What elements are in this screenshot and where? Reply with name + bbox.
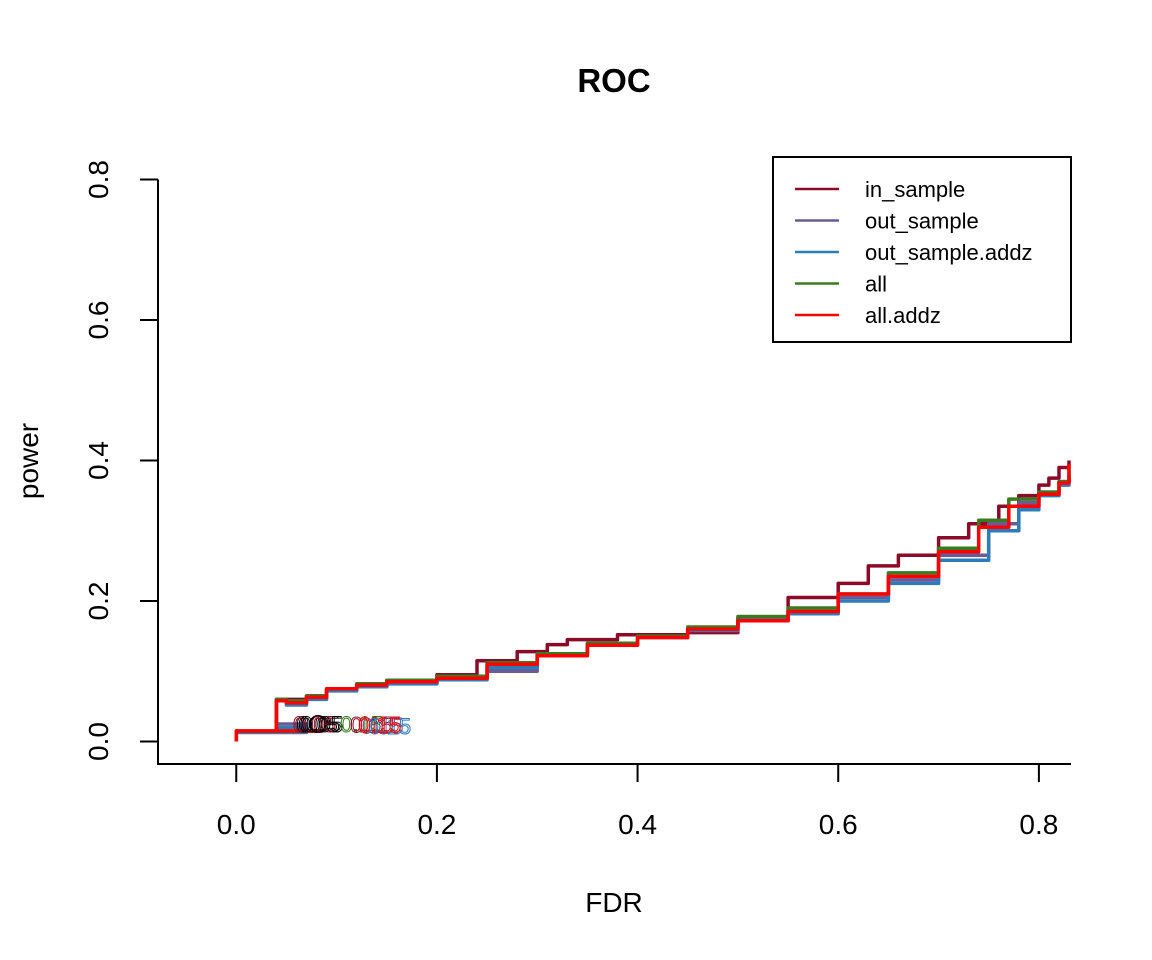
x-tick-label: 0.2 [417,809,456,840]
y-tick-label: 0.4 [83,441,114,480]
legend-entry-label: all.addz [865,303,941,328]
threshold-label: 0.15 [340,712,383,737]
x-tick-label: 0.6 [819,809,858,840]
x-axis-title: FDR [585,887,643,918]
series-line-out-sample [234,474,1071,742]
y-tick-label: 0.2 [83,582,114,621]
series-line-in-sample [234,460,1071,742]
series-line-all [234,467,1071,742]
x-tick-label: 0.0 [217,809,256,840]
y-tick-label: 0.0 [83,722,114,761]
series-line-out-sample-addz [234,474,1071,742]
axes: 0.0 0.2 0.4 0.6 0.8 0.0 0.2 0.4 0.6 0.8 [83,160,1071,840]
x-tick-label: 0.4 [618,809,657,840]
y-axis-title: power [13,423,44,499]
legend-entry-label: out_sample.addz [865,240,1033,265]
threshold-label: 0.05 [293,712,336,737]
threshold-label: 0.15 [368,714,411,739]
legend-entry-label: all [865,272,887,297]
x-tick-label: 0.8 [1019,809,1058,840]
threshold-marker [309,714,328,733]
legend-entry-label: in_sample [865,177,965,202]
legend-entry-label: out_sample [865,209,979,234]
series-group [234,460,1071,742]
threshold-label: 0.15 [360,713,403,738]
y-tick-label: 0.8 [83,160,114,199]
annotations: 0.050.050.050.150.150.150.150.15 [293,711,412,739]
threshold-label: 0.05 [300,712,343,737]
threshold-label: 0.05 [297,712,340,737]
threshold-label: 0.15 [358,713,401,738]
series-line-all-addz [234,464,1071,742]
threshold-label: 0.15 [350,713,393,738]
chart-title: ROC [577,62,650,99]
y-tick-label: 0.6 [83,301,114,340]
